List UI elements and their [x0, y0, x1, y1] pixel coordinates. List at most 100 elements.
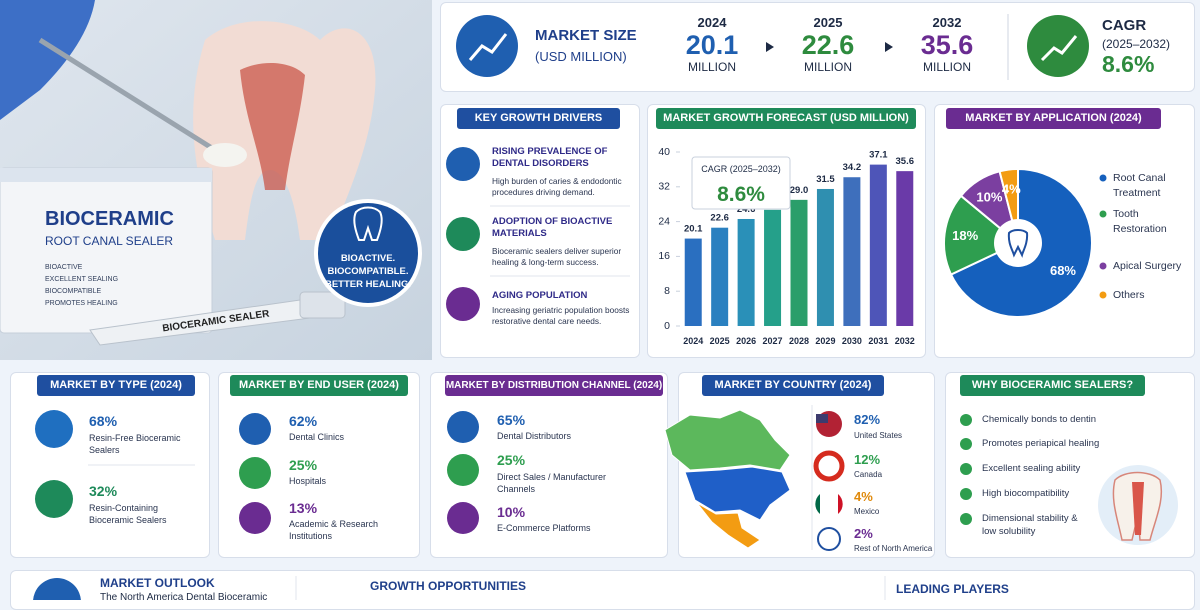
year-value: 22.6 [801, 30, 855, 60]
badge-line: BETTER HEALING. [324, 279, 412, 290]
product-subtitle: ROOT CANAL SEALER [45, 234, 174, 248]
tooth-pulp [240, 63, 305, 190]
driver-text: High burden of caries & endodontic proce… [492, 176, 622, 197]
value-label: 29.0 [790, 185, 809, 196]
tooth-canal [1132, 482, 1144, 535]
end-user-icon [239, 457, 271, 489]
bar [843, 177, 861, 326]
share-label: Resin-Free Bioceramic Sealers [89, 433, 181, 455]
x-tick-label: 2026 [736, 336, 756, 346]
share-label: Rest of North America [854, 544, 933, 553]
year-unit: MILLION [803, 60, 852, 74]
y-tick-label: 8 [664, 285, 670, 297]
badge-icon [353, 206, 383, 241]
cagr-block: CAGR (2025–2032) 8.6% [1102, 17, 1170, 78]
flag-mexico [816, 491, 842, 517]
instrument [38, 37, 217, 153]
type-icon [35, 410, 73, 448]
x-tick-label: 2024 [683, 336, 703, 346]
driver-heading: ADOPTION OF BIOACTIVE MATERIALS [492, 216, 613, 239]
bar [711, 227, 729, 326]
driver-icon [446, 287, 480, 321]
feature: EXCELLENT SEALING [45, 276, 119, 283]
year-value: 35.6 [920, 30, 974, 60]
value-label: 34.2 [843, 162, 862, 173]
market-size-card [440, 2, 1195, 92]
center-icon [1007, 229, 1029, 258]
product-title: BIOCERAMIC [45, 208, 174, 230]
section-title: MARKET BY COUNTRY (2024) [702, 375, 884, 396]
chart-title: MARKET GROWTH FORECAST (USD MILLION) [656, 108, 916, 129]
map-usa [684, 466, 791, 521]
arrow [766, 42, 774, 52]
flag-mexico-red [838, 494, 843, 514]
share-label: Dental Clinics [289, 432, 345, 442]
cagr-icon [1027, 15, 1089, 77]
year-block: 2032 35.6 MILLION [907, 15, 987, 74]
legend-swatch [1099, 262, 1107, 270]
cagr-label: CAGR [1102, 17, 1147, 34]
y-tick-label: 0 [664, 320, 670, 332]
value-label: 31.5 [816, 174, 835, 185]
share: 65% [497, 412, 526, 428]
share-label: Academic & Research Institutions [289, 519, 379, 541]
badge-line: BIOACTIVE. [340, 253, 396, 264]
hero-image [0, 0, 432, 360]
driver-heading: RISING PREVALENCE OF DENTAL DISORDERS [492, 146, 608, 169]
slice-label: 68% [1050, 263, 1076, 278]
box-lid [0, 168, 212, 182]
driver-icon [446, 147, 480, 181]
feature: BIOACTIVE [45, 264, 83, 271]
share: 2% [854, 526, 873, 541]
legend-label: Apical Surgery [1113, 260, 1182, 272]
channel-icon [447, 502, 479, 534]
share: 10% [497, 504, 526, 520]
share: 82% [854, 412, 881, 427]
share-label: E-Commerce Platforms [497, 523, 591, 533]
legend-swatch [1099, 291, 1107, 299]
end-user-icon [239, 413, 271, 445]
feature: PROMOTES HEALING [45, 300, 118, 307]
year-value: 20.1 [685, 30, 739, 60]
x-tick-label: 2032 [895, 336, 915, 346]
channel-icon [447, 454, 479, 486]
value-label: 35.6 [896, 156, 915, 167]
share: 62% [289, 413, 318, 429]
outlook-icon [33, 578, 81, 600]
year: 2025 [813, 15, 843, 30]
benefit: High biocompatibility [982, 488, 1070, 499]
outlook-text: The North America Dental Bioceramic [100, 592, 268, 603]
cagr-icon-glyph [1040, 35, 1078, 62]
legend-line: Restoration [1113, 223, 1167, 235]
market-size-title: MARKET SIZE [535, 27, 637, 44]
share: 12% [854, 452, 881, 467]
year-block: 2024 20.1 MILLION [672, 15, 752, 74]
share: 13% [289, 500, 318, 516]
slice-label: 4% [1002, 182, 1021, 197]
value-label: 37.1 [869, 150, 888, 161]
annotation-value: 8.6% [717, 183, 765, 206]
section-title: MARKET BY DISTRIBUTION CHANNEL (2024) [445, 375, 663, 396]
year-unit: MILLION [922, 60, 971, 74]
product-features: BIOACTIVE EXCELLENT SEALING BIOCOMPATIBL… [45, 262, 118, 310]
section-title: MARKET BY TYPE (2024) [37, 375, 195, 396]
check [960, 414, 972, 426]
flag-us-canton [816, 414, 828, 423]
share-label: United States [854, 431, 903, 440]
share-label: Canada [854, 470, 883, 479]
x-tick-label: 2030 [842, 336, 862, 346]
market-icon [456, 15, 518, 77]
pie-slice [943, 194, 1020, 276]
legend-line: Root Canal [1113, 172, 1166, 184]
flag-mexico-green [815, 494, 820, 514]
section-title: KEY GROWTH DRIVERS [457, 108, 620, 129]
check [960, 513, 972, 525]
driver-text: Bioceramic sealers deliver superior heal… [492, 246, 622, 267]
driver-icon [446, 217, 480, 251]
outlook-title: MARKET OUTLOOK [100, 576, 215, 590]
legend-line: Tooth [1113, 208, 1139, 220]
flag-canada [813, 450, 845, 482]
value-label: 22.6 [710, 213, 729, 224]
glove [0, 0, 95, 120]
